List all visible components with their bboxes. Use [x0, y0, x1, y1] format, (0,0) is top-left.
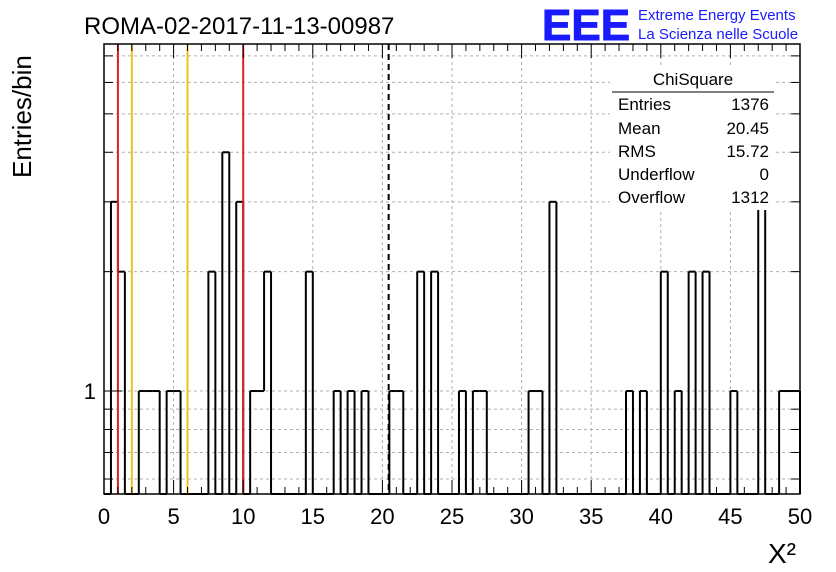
stats-value-rms: 15.72: [726, 142, 769, 161]
stats-label-mean: Mean: [618, 119, 661, 138]
histogram-bars: [104, 151, 801, 495]
logo-tagline-2: La Scienza nelle Scuole: [638, 26, 798, 43]
x-tick-label: 10: [231, 504, 255, 529]
stats-value-overflow: 1312: [731, 188, 769, 207]
x-tick-label: 25: [440, 504, 464, 529]
y-axis-label: Entries/bin: [7, 55, 37, 178]
x-tick-label: 15: [301, 504, 325, 529]
logo-tagline-1: Extreme Energy Events: [638, 7, 796, 24]
cut-lines: [116, 44, 390, 494]
run-title: ROMA-02-2017-11-13-00987: [84, 13, 394, 40]
stats-box: ChiSquare Entries 1376 Mean 20.45 RMS 15…: [610, 68, 776, 210]
grid-lines: [104, 44, 800, 494]
x-tick-label: 30: [509, 504, 533, 529]
y-tick-label: 1: [84, 379, 96, 404]
stats-value-mean: 20.45: [726, 119, 769, 138]
x-tick-label: 45: [718, 504, 742, 529]
x-tick-label: 0: [98, 504, 110, 529]
stats-value-underflow: 0: [760, 165, 769, 184]
stats-label-entries: Entries: [618, 95, 671, 114]
stats-label-rms: RMS: [618, 142, 656, 161]
stats-label-underflow: Underflow: [618, 165, 695, 184]
x-tick-label: 40: [649, 504, 673, 529]
eee-logo: EEE: [542, 1, 630, 50]
x-tick-label: 5: [167, 504, 179, 529]
stats-value-entries: 1376: [731, 95, 769, 114]
stats-title: ChiSquare: [653, 70, 733, 89]
x-tick-label: 50: [788, 504, 812, 529]
x-tick-label: 35: [579, 504, 603, 529]
axis-ticks: 0 5 10 15 20 25 30 35 40 45 50 1: [84, 44, 812, 529]
stats-label-overflow: Overflow: [618, 188, 686, 207]
x-tick-label: 20: [370, 504, 394, 529]
x-axis-label: X²: [768, 538, 796, 569]
